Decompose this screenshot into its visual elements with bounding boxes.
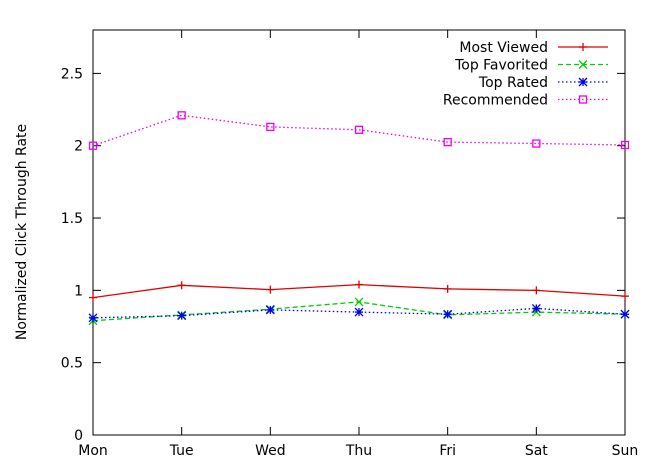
data-point [578,77,588,87]
series [88,303,630,323]
data-point [88,313,98,323]
x-tick-label: Wed [255,443,286,459]
y-tick-label: 0 [74,428,83,444]
y-axis: 0 0.5 1 1.5 2 2.5 [61,66,625,444]
x-axis: Mon Tue Wed Thu Fri Sat Sun [78,30,638,459]
series-line [92,114,626,147]
data-point [443,284,452,293]
legend-item: Top Favorited [454,58,608,74]
y-tick-label: 2.5 [61,66,83,82]
data-point [266,285,275,294]
data-point [354,297,364,307]
data-point [443,137,452,147]
legend-label: Top Favorited [454,58,548,74]
x-tick-label: Thu [345,443,372,459]
data-point [620,309,630,319]
x-tick-label: Fri [439,443,456,459]
data-point [265,305,275,315]
data-point [579,43,587,51]
y-axis-label: Normalized Click Through Rate [14,124,30,340]
y-tick-label: 0.5 [61,356,83,372]
y-tick-label: 1.5 [61,211,83,227]
data-point [532,286,541,295]
data-point [532,139,541,148]
series [88,111,630,150]
data-point [89,293,97,302]
data-point [354,307,364,317]
legend-item: Recommended [443,93,608,109]
x-tick-label: Sun [612,443,639,459]
data-point [621,292,629,301]
data-point [354,125,364,134]
x-tick-label: Mon [78,443,108,459]
data-point [531,303,541,313]
data-point [443,309,453,319]
legend-label: Top Rated [478,75,548,91]
series-layer [88,111,630,326]
x-tick-label: Sat [525,443,548,459]
legend-item: Top Rated [478,75,608,91]
data-point [177,311,187,321]
x-tick-label: Tue [169,443,194,459]
legend-label: Recommended [443,93,548,109]
data-point [355,280,363,289]
legend-item: Most Viewed [459,40,608,56]
legend-label: Most Viewed [459,40,548,56]
y-tick-label: 1 [74,283,83,299]
y-tick-label: 2 [74,139,83,155]
series [89,280,629,302]
data-point [620,140,630,150]
data-point [177,281,186,290]
data-point [177,111,186,120]
data-point [578,95,588,104]
data-point [266,122,275,132]
data-point [88,141,98,150]
data-point [578,60,588,69]
